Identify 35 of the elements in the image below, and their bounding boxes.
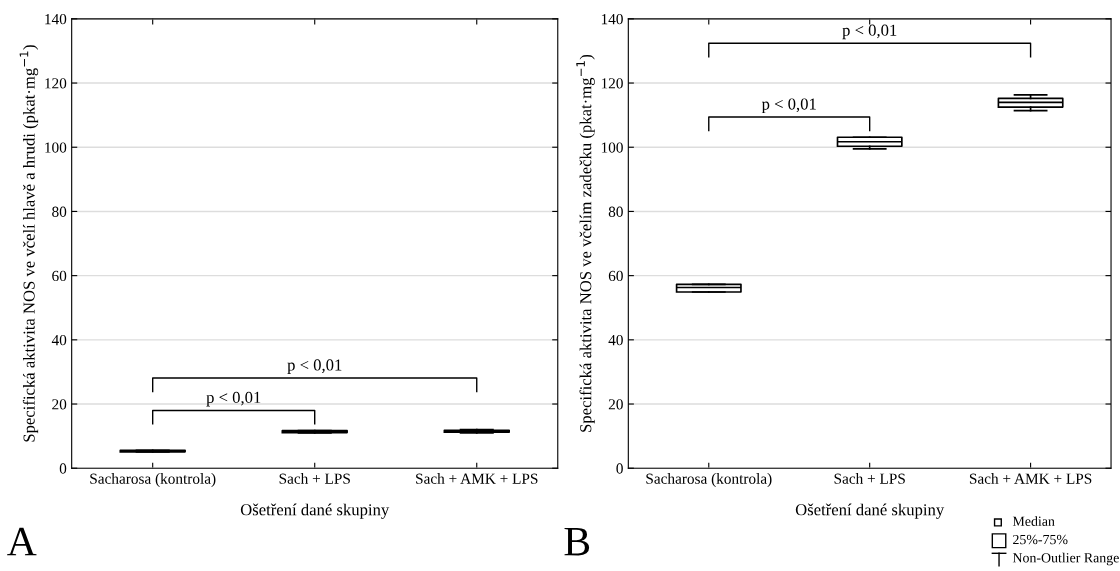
y-tick-label: 40 <box>608 334 623 346</box>
y-tick-label: 60 <box>608 270 623 282</box>
y-tick-label: 40 <box>51 334 67 346</box>
x-tick-label: Sach + LPS <box>834 473 905 484</box>
text: 25%-75% <box>1013 534 1068 545</box>
y-tick-label: 100 <box>45 142 67 153</box>
x-tick-label: Sacharosa (kontrola) <box>90 473 216 487</box>
y-tick-label: 140 <box>601 13 623 25</box>
y-axis-title: Specifická aktivita NOS ve včelím zadečku (pkat·mg$^{−1}$) <box>576 54 595 432</box>
y-axis-title: Specifická aktivita NOS ve včelí hlavě a hrudi (pkat·mg$^{−1}$) <box>19 45 39 442</box>
annotation: p < 0,01 <box>287 359 342 374</box>
annotation: p < 0,01 <box>761 98 816 114</box>
x-tick-label: Sach + LPS <box>279 473 350 484</box>
y-tick-label: 80 <box>608 206 623 217</box>
text: B <box>564 527 590 556</box>
text: Median <box>1012 516 1055 526</box>
y-tick-label: 80 <box>52 206 67 217</box>
y-tick-label: 20 <box>608 399 623 410</box>
y-tick-label: 120 <box>601 78 623 89</box>
y-tick-label: 140 <box>45 13 67 25</box>
text: A <box>7 527 37 556</box>
y-tick-label: 120 <box>45 78 67 89</box>
y-tick-label: 60 <box>52 270 67 282</box>
x-tick-label: Sacharosa (kontrola) <box>646 473 772 487</box>
text: Non-Outlier Range <box>1012 552 1119 566</box>
x-axis-title: Ošetření dané skupiny <box>240 503 390 519</box>
y-tick-label: 20 <box>52 399 67 410</box>
x-tick-label: Sach + AMK + LPS <box>969 473 1092 484</box>
annotation: p < 0,01 <box>842 24 897 40</box>
y-tick-label: 100 <box>601 142 623 153</box>
y-tick-label: 0 <box>616 463 623 474</box>
annotation: p < 0,01 <box>206 391 261 407</box>
x-axis-title: Ošetření dané skupiny <box>795 503 945 519</box>
x-tick-label: Sach + AMK + LPS <box>416 473 538 484</box>
y-tick-label: 0 <box>59 463 67 474</box>
